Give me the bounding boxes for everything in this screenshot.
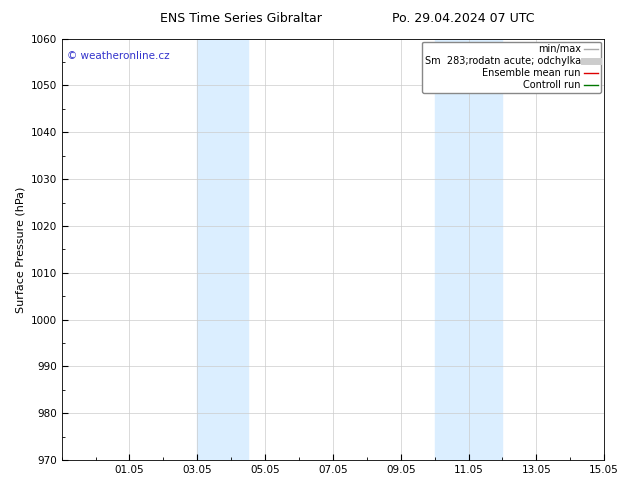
Text: ENS Time Series Gibraltar: ENS Time Series Gibraltar — [160, 12, 322, 25]
Text: © weatheronline.cz: © weatheronline.cz — [67, 51, 170, 61]
Bar — [197, 39, 248, 460]
Bar — [434, 39, 502, 460]
Y-axis label: Surface Pressure (hPa): Surface Pressure (hPa) — [15, 186, 25, 313]
Legend: min/max, Sm  283;rodatn acute; odchylka, Ensemble mean run, Controll run: min/max, Sm 283;rodatn acute; odchylka, … — [422, 42, 601, 93]
Text: Po. 29.04.2024 07 UTC: Po. 29.04.2024 07 UTC — [392, 12, 534, 25]
